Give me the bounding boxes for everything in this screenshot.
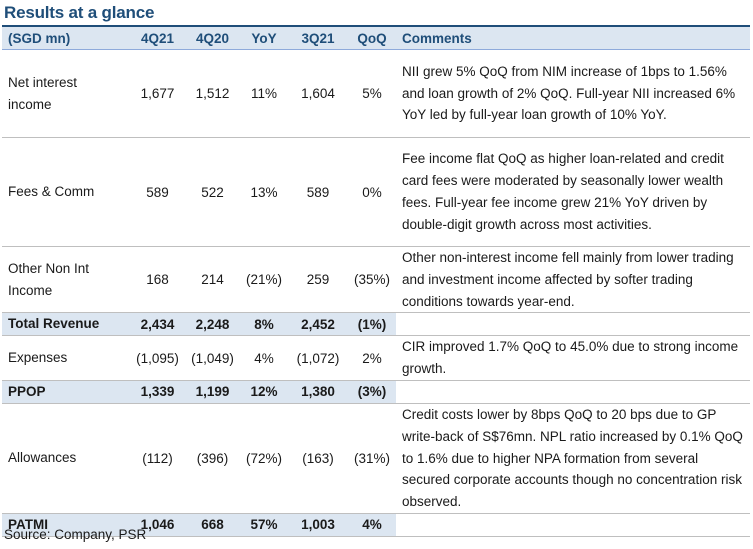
source-note: Source: Company, PSR	[4, 527, 147, 542]
cell-4q20: 214	[185, 246, 240, 314]
cell-4q20: 1,199	[185, 380, 240, 404]
cell-yoy: 13%	[240, 137, 288, 247]
cell-qoq: 4%	[348, 513, 396, 537]
cell-4q20: (396)	[185, 403, 240, 514]
cell-qoq: 5%	[348, 49, 396, 138]
cell-4q21: 1,046	[130, 513, 185, 537]
row-label: Fees & Comm	[2, 137, 130, 247]
row-label: PATMI	[2, 513, 130, 537]
table-row: Other Non Int Income 168 214 (21%) 259 (…	[2, 246, 750, 314]
header-row: (SGD mn) 4Q21 4Q20 YoY 3Q21 QoQ Comments	[2, 27, 750, 50]
cell-comment	[396, 312, 750, 337]
table-row: Fees & Comm 589 522 13% 589 0% Fee incom…	[2, 137, 750, 247]
cell-comment: NII grew 5% QoQ from NIM increase of 1bp…	[396, 49, 750, 138]
cell-yoy: 4%	[240, 335, 288, 381]
page-title: Results at a glance	[4, 3, 155, 22]
table-row: Expenses (1,095) (1,049) 4% (1,072) 2% C…	[2, 335, 750, 381]
cell-4q21: 1,339	[130, 380, 185, 404]
header-label: (SGD mn)	[2, 27, 130, 50]
header-yoy: YoY	[240, 27, 288, 50]
cell-qoq: (3%)	[348, 380, 396, 404]
cell-yoy: 8%	[240, 312, 288, 337]
cell-4q20: 668	[185, 513, 240, 537]
cell-3q21: (163)	[288, 403, 348, 514]
cell-4q21: (1,095)	[130, 335, 185, 381]
table-row: Total Revenue 2,434 2,248 8% 2,452 (1%)	[2, 312, 750, 337]
cell-qoq: (31%)	[348, 403, 396, 514]
table-row: PATMI 1,046 668 57% 1,003 4%	[2, 513, 750, 537]
cell-4q21: 589	[130, 137, 185, 247]
header-4q20: 4Q20	[185, 27, 240, 50]
cell-qoq: (1%)	[348, 312, 396, 337]
cell-comment	[396, 380, 750, 404]
cell-yoy: (72%)	[240, 403, 288, 514]
header-comments: Comments	[396, 27, 750, 50]
cell-comment: Credit costs lower by 8bps QoQ to 20 bps…	[396, 403, 750, 514]
row-label: Net interest income	[2, 49, 130, 138]
row-label: PPOP	[2, 380, 130, 404]
cell-yoy: (21%)	[240, 246, 288, 314]
cell-4q21: 1,677	[130, 49, 185, 138]
cell-qoq: 2%	[348, 335, 396, 381]
cell-comment: CIR improved 1.7% QoQ to 45.0% due to st…	[396, 335, 750, 381]
cell-4q20: 522	[185, 137, 240, 247]
cell-4q20: (1,049)	[185, 335, 240, 381]
cell-3q21: 2,452	[288, 312, 348, 337]
cell-3q21: 1,604	[288, 49, 348, 138]
cell-4q20: 2,248	[185, 312, 240, 337]
cell-3q21: 1,003	[288, 513, 348, 537]
cell-4q20: 1,512	[185, 49, 240, 138]
cell-qoq: 0%	[348, 137, 396, 247]
cell-yoy: 12%	[240, 380, 288, 404]
cell-3q21: 259	[288, 246, 348, 314]
title-divider	[2, 25, 750, 27]
cell-4q21: (112)	[130, 403, 185, 514]
cell-3q21: (1,072)	[288, 335, 348, 381]
cell-comment: Fee income flat QoQ as higher loan-relat…	[396, 137, 750, 247]
row-label: Total Revenue	[2, 312, 130, 337]
table-row: PPOP 1,339 1,199 12% 1,380 (3%)	[2, 380, 750, 404]
header-qoq: QoQ	[348, 27, 396, 50]
cell-yoy: 11%	[240, 49, 288, 138]
results-table: (SGD mn) 4Q21 4Q20 YoY 3Q21 QoQ Comments…	[2, 27, 750, 537]
cell-3q21: 1,380	[288, 380, 348, 404]
cell-comment	[396, 513, 750, 537]
cell-3q21: 589	[288, 137, 348, 247]
header-3q21: 3Q21	[288, 27, 348, 50]
header-4q21: 4Q21	[130, 27, 185, 50]
table-row: Allowances (112) (396) (72%) (163) (31%)…	[2, 403, 750, 514]
row-label: Allowances	[2, 403, 130, 514]
cell-yoy: 57%	[240, 513, 288, 537]
table-row: Net interest income 1,677 1,512 11% 1,60…	[2, 49, 750, 138]
cell-4q21: 2,434	[130, 312, 185, 337]
row-label: Other Non Int Income	[2, 246, 130, 314]
cell-comment: Other non-interest income fell mainly fr…	[396, 246, 750, 314]
cell-4q21: 168	[130, 246, 185, 314]
row-label: Expenses	[2, 335, 130, 381]
cell-qoq: (35%)	[348, 246, 396, 314]
